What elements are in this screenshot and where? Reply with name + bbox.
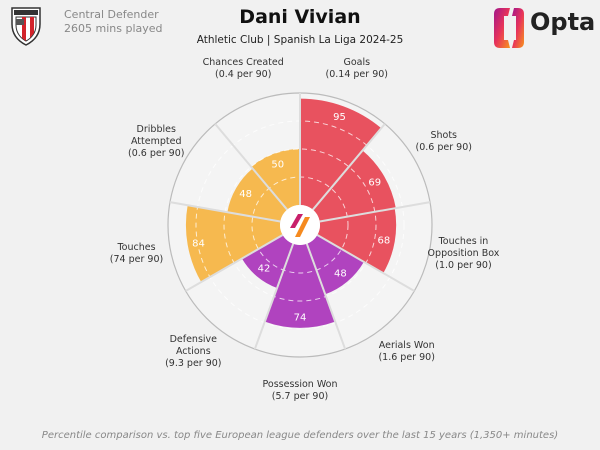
slice-divider [185,234,284,292]
category-label-line: Defensive [169,334,218,346]
category-label: Shots (0.6 per 90) [416,130,472,154]
category-label-line: Shots [430,130,458,141]
category-label: Goals (0.14 per 90) [326,57,388,81]
category-label-line: Chances Created [202,57,284,68]
category-label-line: Actions [175,346,211,358]
bar-possession-won [264,243,336,328]
category-label-line: (0.14 per 90) [325,69,389,80]
chart-subtitle: Athletic Club | Spanish La Liga 2024-25 [196,34,404,46]
category-label-line: Dribbles [136,124,176,135]
category-label-line: (9.3 per 90) [165,358,222,370]
slice-divider [169,201,281,223]
opta-logo-icon [494,8,524,48]
bar-chances-created [251,149,300,210]
player-position: Central Defender [64,8,159,21]
value-label: 48 [334,269,347,280]
slice-divider [319,201,431,223]
bar-aerials-won [306,235,364,295]
value-label: 84 [192,238,205,249]
category-label-line: (1.0 per 90) [435,259,492,271]
category-label-line: Goals [343,57,371,68]
category-label-line: (0.4 per 90) [214,69,272,80]
center-logo-icon [290,214,303,228]
player-info: Central Defender 2605 mins played [64,8,163,36]
value-label: 74 [294,312,307,323]
category-label: Aerials Won (1.6 per 90) [378,340,434,364]
category-label-line: Attempted [130,136,182,147]
category-label-line: Touches [117,241,156,253]
category-label-line: (1.6 per 90) [378,352,435,364]
category-label-line: (5.7 per 90) [271,391,329,402]
footnote: Percentile comparison vs. top five Europ… [41,430,559,441]
value-label: 68 [377,235,390,246]
value-label: 95 [333,112,346,123]
category-label-line: Aerials Won [378,340,435,352]
center-logo-icon [295,217,310,237]
athletic-club-crest [11,7,41,46]
center-hub [280,205,320,245]
slice-divider [214,123,288,211]
bar-touches [185,205,283,283]
brand-name: Opta [530,8,596,36]
category-label: Chances Created (0.4 per 90) [203,57,284,81]
category-label: Possession Won (5.7 per 90) [262,379,337,403]
value-label: 42 [258,263,271,274]
category-label: Touches (74 per 90) [110,242,163,266]
minutes-played: 2605 mins played [64,22,163,35]
bar-dribbles-attempted [227,168,288,222]
gridline-50 [223,148,377,302]
category-label: Defensive Actions (9.3 per 90) [165,334,221,370]
slice-divider [312,123,386,211]
slice-divider [316,234,415,292]
category-label: Touches in Opposition Box (1.0 per 90) [428,236,500,272]
value-label: 48 [239,189,252,200]
bar-defensive-actions [241,235,294,288]
slice-divider [253,243,295,350]
category-label-line: (0.6 per 90) [415,142,472,153]
slice-divider [305,243,347,350]
value-label: 50 [271,159,284,170]
category-label: Dribbles Attempted (0.6 per 90) [128,124,184,160]
category-label-line: (74 per 90) [109,253,164,265]
bar-touches-in-opposition-box [317,208,397,274]
player-name: Dani Vivian [239,6,361,28]
category-label-line: Touches in [438,235,489,247]
bar-shots [312,150,396,222]
value-label: 69 [368,177,381,188]
category-label-line: Possession Won [262,379,338,390]
category-label-line: (0.6 per 90) [128,148,185,159]
category-label-line: Opposition Box [427,247,500,259]
